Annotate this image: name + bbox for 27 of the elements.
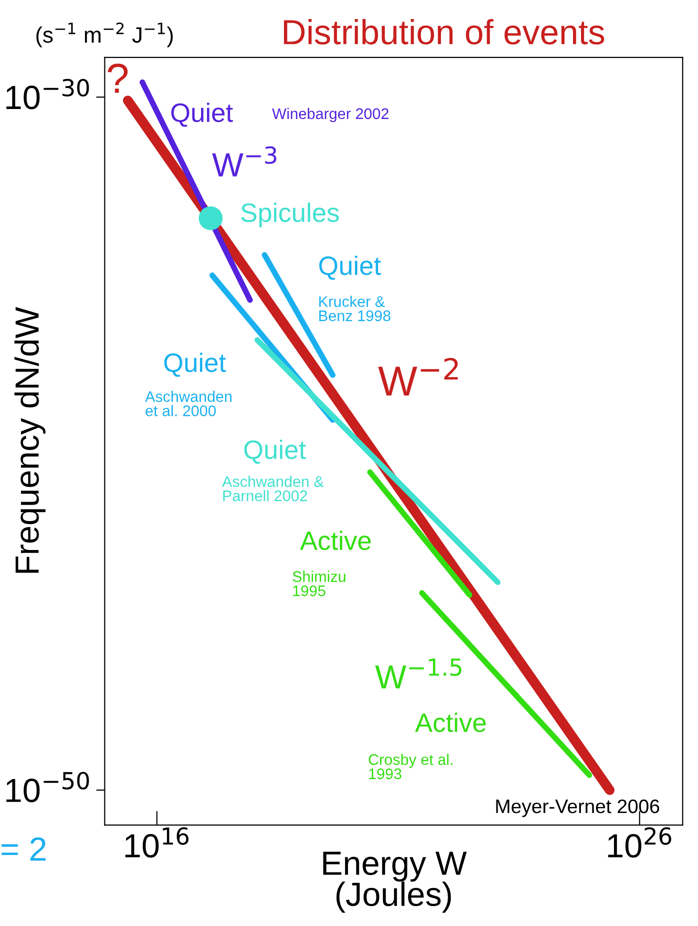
annotation: Crosby et al. 1993	[368, 754, 452, 780]
annotation: Krucker & Benz 1998	[319, 296, 390, 322]
annotation: Meyer-Vernet 2006	[496, 799, 660, 818]
annotation: Quiet	[171, 102, 233, 127]
annotation: Quiet	[244, 440, 306, 464]
annotation: ?	[108, 64, 128, 93]
text: = 2	[2, 837, 46, 861]
y-axis-title: Frequency dN/dW	[14, 307, 46, 573]
x-tick-label: 10$^{16}$	[125, 827, 188, 858]
y-tick-label: 10$^{−50}$	[6, 772, 89, 802]
annotation: Shimizu 1995	[292, 570, 346, 596]
annotation: Quiet	[319, 256, 381, 280]
annotation: Aschwanden et al. 2000	[145, 390, 232, 416]
annotation: W$^{−2}$	[378, 358, 458, 396]
text: (s$^{−1}$ m$^{−2}$ J$^{−1}$)	[36, 22, 173, 48]
annotation: Quiet	[164, 352, 226, 377]
y-tick-label: 10$^{−30}$	[6, 78, 89, 110]
x-axis-title: Energy W (Joules)	[323, 852, 467, 913]
annotation: Spicules	[241, 202, 339, 228]
annotation: Active	[300, 530, 371, 550]
annotation: Winebarger 2002	[272, 108, 388, 122]
annotation: Active	[415, 712, 486, 732]
annotation: Aschwanden & Parnell 2002	[222, 476, 324, 502]
chart-title: Distribution of events	[284, 19, 604, 45]
x-tick-label: 10$^{26}$	[608, 827, 672, 858]
annotation: W$^{−3}$	[212, 146, 276, 176]
annotation: W$^{−1.5}$	[375, 658, 462, 688]
